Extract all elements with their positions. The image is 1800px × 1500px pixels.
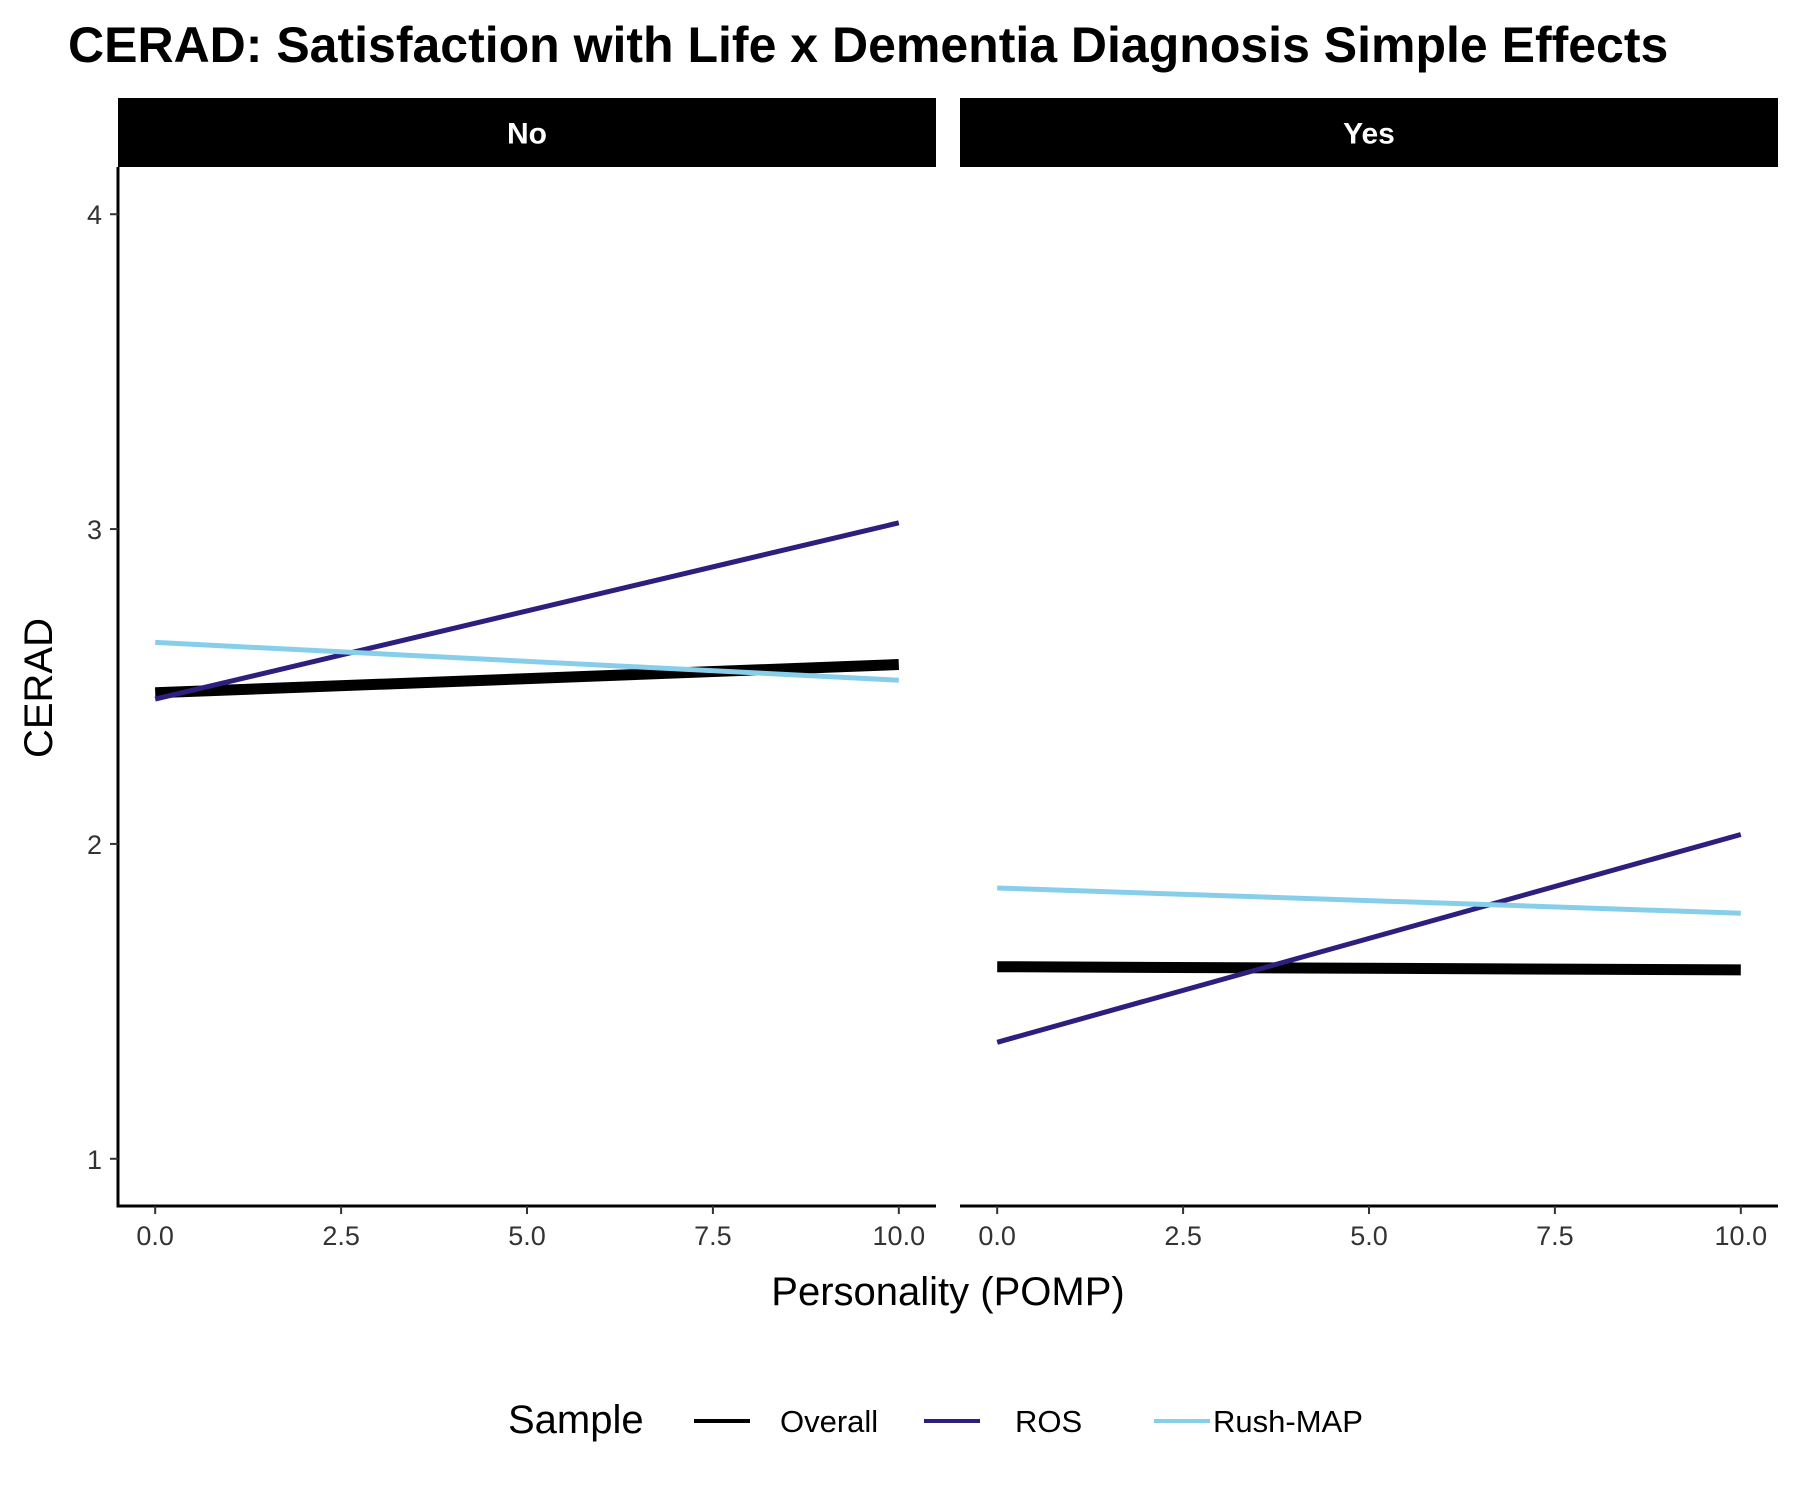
legend-items: Overall ROS Rush-MAP <box>694 1404 1363 1439</box>
x-tick-label: 7.5 <box>694 1221 732 1251</box>
series-line-rush-map <box>155 639 899 683</box>
chart-title: CERAD: Satisfaction with Life x Dementia… <box>68 17 1668 73</box>
x-axis-title: Personality (POMP) <box>771 1270 1124 1314</box>
legend-label: ROS <box>1015 1404 1082 1439</box>
facet-strip <box>118 98 936 167</box>
x-tick-label: 0.0 <box>978 1221 1016 1251</box>
series-line-ros <box>154 520 900 702</box>
legend-item-ros: ROS <box>924 1404 1082 1439</box>
x-tick-label: 2.5 <box>1164 1221 1202 1251</box>
panel-yes: Yes 0.0 2.5 5.0 7.5 10.0 <box>960 98 1778 1251</box>
panel-no: No 0.0 2.5 5.0 7.5 10.0 1 2 3 4 <box>87 98 936 1251</box>
x-tick-label: 0.0 <box>136 1221 174 1251</box>
y-tick-label: 1 <box>87 1145 102 1175</box>
x-tick-label: 7.5 <box>1536 1221 1574 1251</box>
y-axis-title: CERAD <box>17 618 61 758</box>
legend-item-overall: Overall <box>694 1404 878 1439</box>
legend-item-rush-map: Rush-MAP <box>1154 1404 1363 1439</box>
x-tick-label: 5.0 <box>1350 1221 1388 1251</box>
series-line-ros <box>996 832 1742 1045</box>
legend-label: Rush-MAP <box>1213 1404 1363 1439</box>
legend: Sample Overall ROS Rush-MAP <box>508 1398 1363 1442</box>
panels: No 0.0 2.5 5.0 7.5 10.0 1 2 3 4 Yes 0.0 2.5 5.0 7.5 10.… <box>87 98 1778 1251</box>
y-tick-label: 4 <box>87 200 102 230</box>
series-line-overall <box>154 659 900 699</box>
legend-title: Sample <box>508 1398 644 1442</box>
series-line-overall <box>997 961 1741 976</box>
legend-label: Overall <box>780 1404 878 1439</box>
x-tick-label: 10.0 <box>1715 1221 1768 1251</box>
x-tick-label: 2.5 <box>322 1221 360 1251</box>
x-tick-label: 10.0 <box>873 1221 926 1251</box>
series-line-rush-map <box>997 885 1741 916</box>
facet-strip-label: No <box>507 118 547 151</box>
facet-strip <box>960 98 1778 167</box>
x-tick-label: 5.0 <box>508 1221 546 1251</box>
y-tick-label: 3 <box>87 515 102 545</box>
facet-strip-label: Yes <box>1343 118 1395 151</box>
y-tick-label: 2 <box>87 830 102 860</box>
